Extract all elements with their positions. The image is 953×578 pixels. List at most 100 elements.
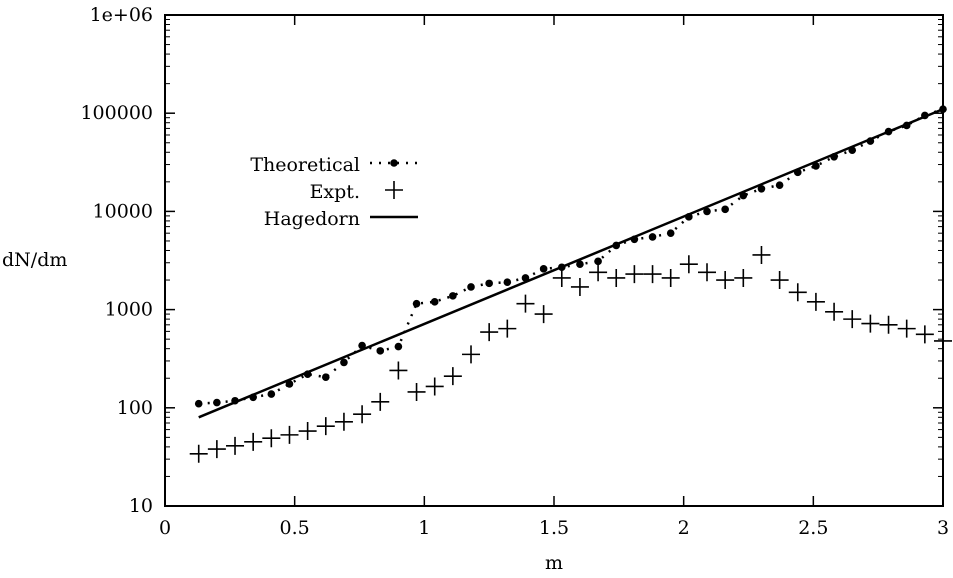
theoretical-point (830, 152, 838, 161)
expt-point (716, 271, 735, 290)
expt-point (788, 283, 807, 302)
theoretical-point (666, 229, 675, 237)
expt-point (607, 268, 626, 287)
y-axis-ticks (165, 14, 943, 507)
theoretical-point (249, 393, 257, 402)
theoretical-point (557, 263, 566, 272)
legend-label-theoretical: Theoretical (250, 154, 360, 176)
theoretical-point (812, 162, 820, 170)
theoretical-point (848, 146, 857, 154)
theoretical-point (449, 292, 457, 300)
expt-point (770, 271, 789, 290)
expt-point (443, 367, 462, 386)
expt-point (353, 405, 372, 424)
theoretical-point (866, 137, 875, 145)
theoretical-point (576, 260, 584, 268)
theoretical-point (757, 184, 766, 193)
y-tick-label: 1000 (105, 299, 153, 321)
expt-point (806, 292, 825, 311)
expt-point (625, 265, 644, 284)
expt-point (879, 315, 898, 334)
x-tick-label: 1 (418, 517, 430, 539)
expt-point (915, 325, 934, 344)
expt-point (861, 314, 880, 333)
y-tick-label: 100000 (80, 102, 153, 124)
y-tick-label: 1e+06 (90, 4, 153, 26)
x-tick-label: 3 (937, 517, 949, 539)
x-tick-label: 0 (159, 517, 171, 539)
theoretical-point (902, 121, 911, 130)
series-expt (189, 245, 952, 463)
legend-sample-theoretical (370, 159, 418, 167)
theoretical-point (194, 399, 203, 408)
expt-point (316, 417, 335, 436)
expt-point (244, 432, 263, 451)
expt-point (280, 425, 299, 444)
expt-point (498, 319, 517, 338)
expt-point (189, 444, 208, 463)
theoretical-point (594, 257, 602, 266)
theoretical-point (303, 370, 312, 378)
y-tick-label: 100 (117, 397, 153, 419)
x-tick-label: 2.5 (798, 517, 828, 539)
theoretical-point (267, 390, 276, 398)
plot-frame (164, 14, 944, 507)
theoretical-point (430, 298, 439, 306)
theoretical-point (648, 233, 657, 241)
theoretical-point (412, 299, 421, 308)
theoretical-point (775, 181, 784, 189)
legend-sample-theoretical-dot (390, 159, 398, 167)
expt-point (570, 277, 589, 296)
expt-point (934, 331, 952, 350)
expt-point (389, 361, 408, 380)
theoretical-point (231, 396, 239, 405)
x-axis-label: m (545, 552, 563, 574)
theoretical-point (394, 342, 403, 351)
theoretical-point (721, 205, 729, 214)
hagedorn-line (198, 107, 944, 419)
expt-point (698, 263, 717, 282)
theoretical-point (285, 380, 294, 388)
expt-point (425, 377, 444, 396)
expt-point (643, 265, 662, 284)
theoretical-point (521, 274, 530, 282)
legend-label-hagedorn: Hagedorn (264, 208, 360, 230)
series-hagedorn (198, 107, 944, 419)
x-tick-label: 1.5 (539, 517, 569, 539)
theoretical-point (703, 207, 711, 216)
theoretical-point (503, 278, 512, 287)
expt-point (334, 412, 353, 431)
expt-point (407, 382, 426, 401)
theoretical-point (921, 111, 929, 120)
theoretical-point (376, 347, 385, 355)
expt-point (371, 392, 390, 411)
y-tick-label: 10 (129, 495, 153, 517)
x-tick-label: 2 (678, 517, 690, 539)
expt-point (516, 294, 535, 313)
expt-point (679, 255, 698, 274)
expt-point (480, 323, 499, 342)
theoretical-point (739, 191, 748, 200)
theoretical-point (321, 373, 330, 381)
theoretical-point (612, 241, 621, 250)
theoretical-point (939, 105, 947, 113)
expt-point (734, 268, 753, 287)
expt-point (843, 310, 862, 329)
expt-point (262, 429, 281, 448)
theoretical-point (793, 168, 802, 177)
legend-sample-expt-plus (385, 181, 403, 199)
expt-point (534, 305, 553, 324)
legend-label-expt: Expt. (310, 181, 360, 203)
expt-point (462, 345, 481, 364)
theoretical-point (213, 398, 221, 407)
theoretical-point (340, 358, 348, 367)
theoretical-point (630, 235, 639, 244)
expt-point (897, 319, 916, 338)
y-axis-label: dN/dm (2, 249, 67, 271)
x-axis-ticks (164, 15, 944, 506)
expt-point (752, 245, 771, 264)
legend-sample-expt (385, 181, 403, 199)
theoretical-point (485, 279, 493, 288)
theoretical-point (358, 341, 366, 350)
theoretical-point (685, 213, 693, 221)
